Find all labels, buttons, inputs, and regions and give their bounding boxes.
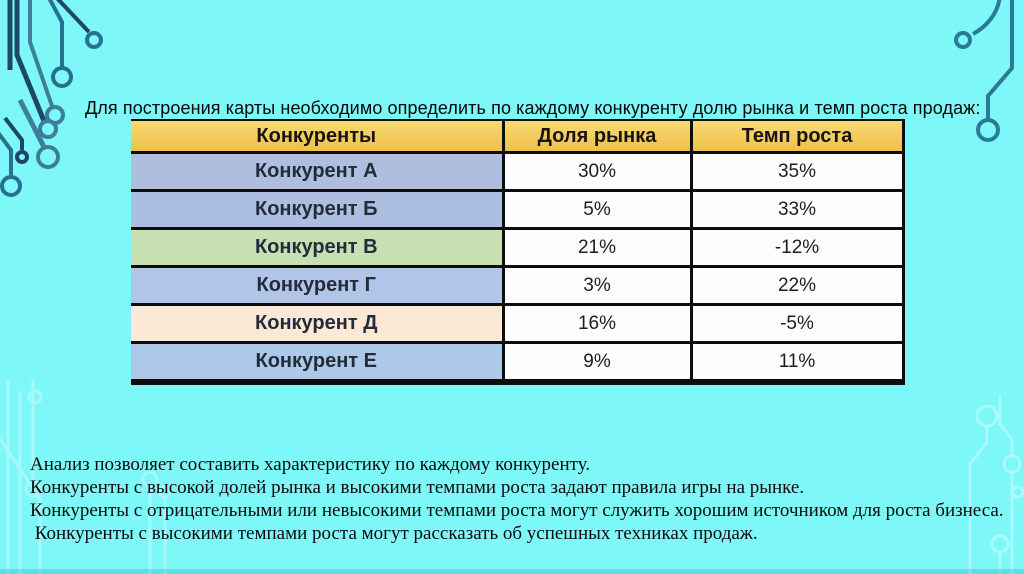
- market-share-cell: 30%: [501, 151, 693, 192]
- analysis-line: Конкуренты с высокими темпами роста могу…: [30, 523, 758, 544]
- circuit-pattern-icon-top-right: [954, 0, 1014, 142]
- competitor-name-cell: Конкурент В: [131, 227, 505, 268]
- table-header-row: Конкуренты Доля рынка Темп роста: [131, 119, 905, 154]
- table-row: Конкурент Е 9% 11%: [131, 341, 905, 385]
- growth-rate-cell: 33%: [689, 189, 905, 230]
- slide-title: Для построения карты необходимо определи…: [85, 98, 981, 118]
- market-share-cell: 5%: [501, 189, 693, 230]
- analysis-line: Анализ позволяет составить характеристик…: [30, 454, 591, 475]
- competitor-name-cell: Конкурент А: [131, 151, 505, 192]
- table-row: Конкурент Б 5% 33%: [131, 189, 905, 230]
- analysis-text-block: Анализ позволяет составить характеристик…: [30, 453, 1004, 545]
- competitor-name-cell: Конкурент Г: [131, 265, 505, 306]
- table-row: Конкурент Д 16% -5%: [131, 303, 905, 344]
- growth-rate-cell: -5%: [689, 303, 905, 344]
- table-row: Конкурент В 21% -12%: [131, 227, 905, 268]
- column-header-growth-rate: Темп роста: [689, 119, 905, 154]
- column-header-market-share: Доля рынка: [501, 119, 693, 154]
- analysis-line: Конкуренты с отрицательными или невысоки…: [30, 500, 1004, 521]
- analysis-line: Конкуренты с высокой долей рынка и высок…: [30, 477, 805, 498]
- bottom-edge-shade: [0, 569, 1024, 574]
- market-share-cell: 9%: [501, 341, 693, 385]
- growth-rate-cell: 11%: [689, 341, 905, 385]
- market-share-cell: 16%: [501, 303, 693, 344]
- market-share-cell: 21%: [501, 227, 693, 268]
- competitors-table: Конкуренты Доля рынка Темп роста Конкуре…: [131, 119, 905, 385]
- column-header-competitors: Конкуренты: [131, 119, 505, 154]
- table-row: Конкурент А 30% 35%: [131, 151, 905, 192]
- growth-rate-cell: 35%: [689, 151, 905, 192]
- table-row: Конкурент Г 3% 22%: [131, 265, 905, 306]
- competitor-name-cell: Конкурент Б: [131, 189, 505, 230]
- growth-rate-cell: 22%: [689, 265, 905, 306]
- growth-rate-cell: -12%: [689, 227, 905, 268]
- competitor-name-cell: Конкурент Д: [131, 303, 505, 344]
- competitor-name-cell: Конкурент Е: [131, 341, 505, 385]
- market-share-cell: 3%: [501, 265, 693, 306]
